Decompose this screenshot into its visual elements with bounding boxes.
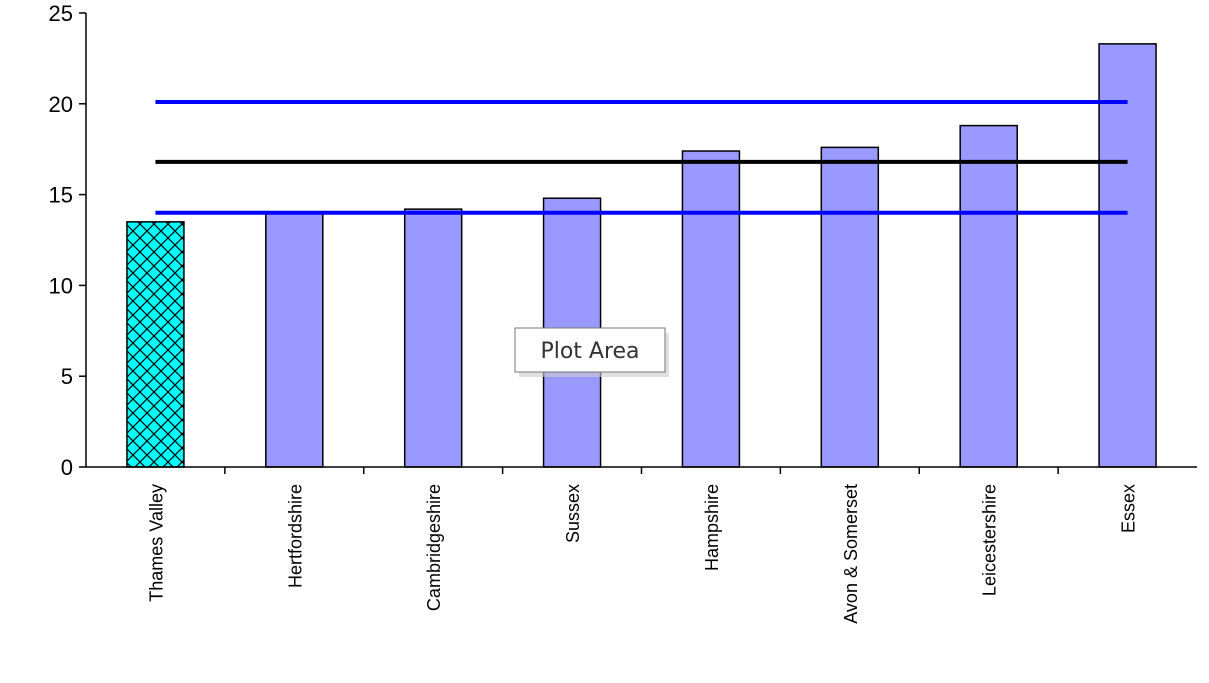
reference-lines: [155, 99, 1128, 215]
bar-hampshire: [681, 150, 741, 468]
tooltip-text: Plot Area: [540, 339, 639, 364]
x-tick-label: Essex: [1119, 484, 1139, 533]
y-tick-label: 20: [49, 92, 73, 117]
x-tick-label: Sussex: [563, 484, 583, 543]
y-ticks: 0 5 10 15 20 25: [49, 1, 86, 480]
y-tick-label: 0: [61, 455, 73, 480]
y-tick-label: 15: [49, 183, 73, 208]
axes: [85, 13, 1197, 468]
x-tick-label: Leicestershire: [980, 484, 1000, 596]
bars-group: [126, 43, 1157, 468]
x-tick-label: Hertfordshire: [285, 484, 305, 588]
bar-essex: [1098, 43, 1157, 468]
bar-avon-somerset: [820, 146, 880, 468]
bar-leicestershire: [959, 124, 1018, 468]
x-tick-label: Hampshire: [702, 484, 722, 571]
x-labels: Thames Valley Hertfordshire Cambridgeshire…: [146, 467, 1139, 624]
x-tick-label: Cambridgeshire: [424, 484, 444, 611]
x-tick-label: Avon & Somerset: [841, 484, 861, 624]
bar-cambridgeshire: [403, 208, 463, 468]
bar-thames-valley: [126, 221, 185, 468]
y-tick-label: 5: [61, 364, 73, 389]
y-tick-label: 25: [49, 1, 73, 26]
plot-area-tooltip: Plot Area: [514, 327, 669, 377]
x-tick-label: Thames Valley: [146, 484, 166, 602]
y-tick-label: 10: [49, 273, 73, 298]
bar-hertfordshire: [265, 212, 324, 468]
